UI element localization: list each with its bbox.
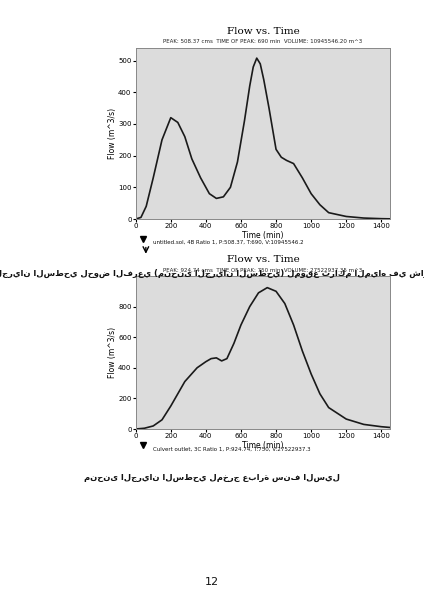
Text: untitled.sol, 4B Ratio 1, P:508.37, T:690, V:10945546.2: untitled.sol, 4B Ratio 1, P:508.37, T:69…	[153, 240, 304, 245]
Title: Flow vs. Time: Flow vs. Time	[226, 255, 299, 264]
Title: Flow vs. Time: Flow vs. Time	[226, 27, 299, 36]
Y-axis label: Flow (m^3/s): Flow (m^3/s)	[108, 327, 117, 378]
X-axis label: Time (min): Time (min)	[242, 230, 284, 239]
Text: Culvert outlet, 3C Ratio 1, P:924.74, T:750, V:27522937.3: Culvert outlet, 3C Ratio 1, P:924.74, T:…	[153, 446, 311, 451]
Text: منحنى الجريان السطحي لمخرج عبارة سنف السيل: منحنى الجريان السطحي لمخرج عبارة سنف الس…	[84, 473, 340, 482]
X-axis label: Time (min): Time (min)	[242, 440, 284, 449]
Text: منحنى الجريان السطحي لحوض الفرعي (منحنى الجريان السطحي) لموقع تراكم المياه في شا: منحنى الجريان السطحي لحوض الفرعي (منحنى …	[0, 269, 424, 278]
Text: PEAK: 924.74 cms  TIME OF PEAK: 750 min  VOLUME: 27522937.35 m^3: PEAK: 924.74 cms TIME OF PEAK: 750 min V…	[163, 268, 363, 272]
Text: PEAK: 508.37 cms  TIME OF PEAK: 690 min  VOLUME: 10945546.20 m^3: PEAK: 508.37 cms TIME OF PEAK: 690 min V…	[163, 38, 363, 44]
Text: 12: 12	[205, 577, 219, 587]
Y-axis label: Flow (m^3/s): Flow (m^3/s)	[108, 108, 117, 159]
